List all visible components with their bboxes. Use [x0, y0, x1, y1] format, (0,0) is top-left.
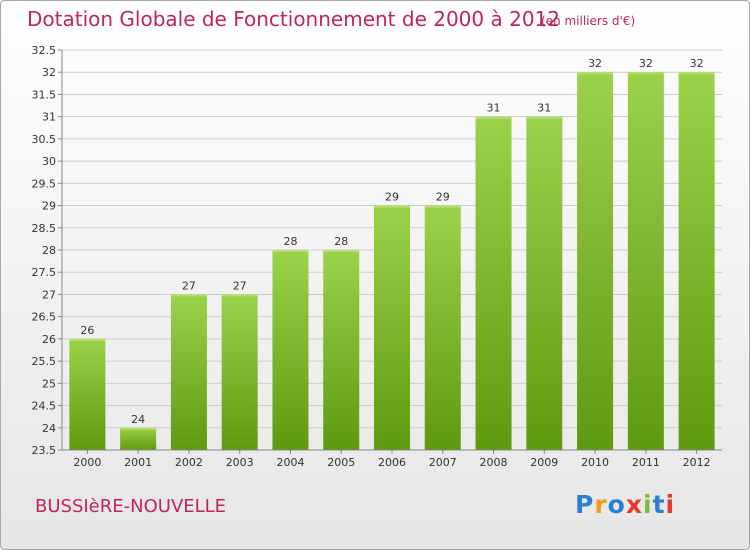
- y-tick-label: 24.5: [32, 400, 57, 413]
- bar-highlight: [170, 294, 207, 297]
- data-label: 31: [537, 102, 551, 115]
- logo-letter: o: [607, 490, 626, 519]
- bar-2008: [475, 116, 512, 451]
- bar-2003: [221, 294, 258, 450]
- bar-highlight: [475, 116, 512, 119]
- commune-name: BUSSIèRE-NOUVELLE: [35, 496, 227, 517]
- y-tick-label: 31.5: [32, 88, 57, 101]
- bar-highlight: [272, 250, 309, 252]
- data-label: 32: [690, 57, 704, 70]
- x-tick-label: 2008: [480, 456, 508, 469]
- logo-letter: i: [665, 490, 676, 519]
- bar-2007: [424, 205, 461, 450]
- x-tick-label: 2003: [226, 456, 254, 469]
- bar-2004: [272, 250, 309, 450]
- bar-highlight: [424, 205, 461, 208]
- logo-letter: t: [652, 490, 666, 519]
- bar-highlight: [69, 338, 106, 341]
- bar-highlight: [678, 72, 715, 75]
- bar-highlight: [323, 250, 360, 252]
- bar-2001: [120, 427, 157, 450]
- axes: [58, 49, 722, 454]
- bar-2011: [627, 72, 664, 450]
- y-tick-label: 32: [42, 66, 56, 79]
- data-label: 27: [182, 279, 196, 292]
- x-tick-label: 2009: [530, 456, 558, 469]
- x-tick-label: 2004: [276, 456, 304, 469]
- y-tick-label: 25: [42, 377, 56, 390]
- data-label: 28: [283, 235, 297, 248]
- chart-title: Dotation Globale de Fonctionnement de 20…: [27, 7, 560, 31]
- bar-highlight: [120, 427, 157, 430]
- logo-letter: r: [594, 490, 608, 519]
- bar-2002: [170, 294, 207, 450]
- y-tick-label: 24: [42, 422, 56, 435]
- data-label: 28: [334, 235, 348, 248]
- y-tick-label: 29: [42, 200, 56, 213]
- y-tick-label: 32.5: [32, 44, 57, 57]
- bar-2006: [374, 205, 410, 450]
- proxiti-logo[interactable]: Proxiti: [575, 490, 675, 519]
- data-label: 32: [588, 57, 602, 70]
- labels: 23.5 24 24.5 25 25.5 26 26.5 27 27.5 28 28.5 29 29.5…: [32, 44, 711, 469]
- y-tick-label: 26: [42, 333, 56, 346]
- y-tick-label: 28.5: [32, 222, 57, 235]
- x-tick-label: 2007: [429, 456, 457, 469]
- x-tick-label: 2012: [683, 456, 711, 469]
- data-label: 27: [233, 279, 247, 292]
- x-tick-label: 2002: [175, 456, 203, 469]
- bar-2012: [678, 72, 715, 450]
- data-label: 32: [639, 57, 653, 70]
- data-label: 29: [385, 191, 399, 204]
- y-tick-label: 26.5: [32, 311, 57, 324]
- bar-highlight: [627, 72, 664, 75]
- data-label: 29: [436, 191, 450, 204]
- bar-2010: [577, 72, 614, 450]
- x-tick-label: 2011: [632, 456, 660, 469]
- y-tick-label: 25.5: [32, 355, 57, 368]
- bar-2005: [323, 250, 360, 450]
- logo-letter: i: [643, 490, 653, 519]
- data-label: 26: [80, 324, 94, 337]
- data-label: 24: [131, 413, 145, 426]
- y-tick-label: 28: [42, 244, 56, 257]
- bar-highlight: [221, 294, 258, 297]
- bar-2000: [69, 338, 106, 450]
- x-tick-label: 2010: [581, 456, 609, 469]
- y-tick-label: 30.5: [32, 133, 57, 146]
- x-tick-label: 2005: [327, 456, 355, 469]
- x-tick-label: 2006: [378, 456, 406, 469]
- y-tick-label: 31: [42, 111, 56, 124]
- x-tick-label: 2000: [73, 456, 101, 469]
- bar-highlight: [374, 205, 410, 208]
- bar-highlight: [526, 116, 563, 119]
- y-tick-label: 27: [42, 288, 56, 301]
- y-tick-label: 27.5: [32, 266, 57, 279]
- logo-letter: P: [575, 490, 595, 519]
- y-tick-label: 23.5: [32, 444, 57, 457]
- bars: [69, 72, 715, 451]
- bar-2009: [526, 116, 563, 451]
- y-tick-label: 29.5: [32, 177, 57, 190]
- logo-letter: x: [625, 490, 643, 519]
- data-label: 31: [487, 102, 501, 115]
- y-tick-label: 30: [42, 155, 56, 168]
- chart-subtitle: (en milliers d'€): [541, 14, 636, 28]
- bar-highlight: [577, 72, 614, 75]
- x-tick-label: 2001: [124, 456, 152, 469]
